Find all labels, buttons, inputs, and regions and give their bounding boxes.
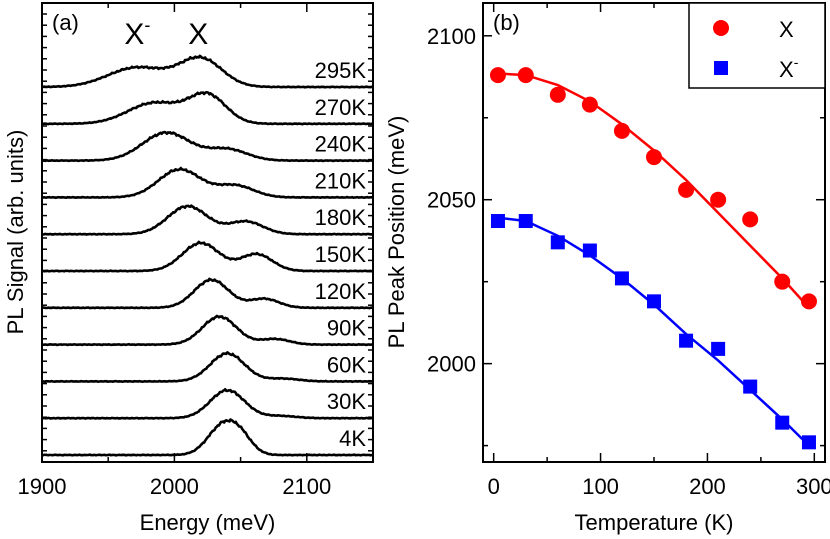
temperature-label: 4K: [339, 426, 366, 451]
legend-label: X-: [779, 54, 799, 82]
panel-b-xtick-label: 200: [689, 474, 726, 499]
panel-b-ytick-label: 2050: [427, 188, 476, 213]
panel-a-xlabel: Energy (meV): [140, 510, 276, 535]
spectrum-30K: [41, 388, 373, 420]
spectrum-270K: [41, 91, 373, 126]
peak-label-text: X: [124, 18, 144, 51]
peak-label: X-: [124, 15, 150, 51]
spectrum-120K: [41, 277, 373, 310]
spectrum-295K: [41, 54, 373, 89]
panel-b-xtick-label: 100: [582, 474, 619, 499]
data-point: [582, 243, 597, 258]
data-point: [489, 67, 506, 84]
temperature-label: 60K: [327, 352, 366, 377]
legend-label-superscript: -: [794, 54, 799, 70]
data-point: [711, 341, 726, 356]
temperature-label: 295K: [315, 58, 367, 83]
temperature-label: 30K: [327, 389, 366, 414]
peak-label-superscript: -: [144, 15, 150, 35]
peak-label: X: [188, 18, 208, 51]
temperature-label: 150K: [315, 242, 367, 267]
legend-marker: [714, 61, 728, 75]
temperature-label: 120K: [315, 279, 367, 304]
data-point: [549, 86, 566, 103]
spectrum-180K: [41, 204, 373, 236]
spectrum-60K: [41, 351, 373, 384]
panel-a-xtick-label: 1900: [18, 474, 67, 499]
temperature-label: 240K: [315, 132, 367, 157]
spectrum-4K: [41, 418, 373, 457]
spectrum-240K: [41, 130, 373, 163]
legend-marker: [713, 20, 729, 36]
data-point: [742, 211, 759, 228]
panel-a-frame: [41, 2, 374, 463]
data-point: [613, 122, 630, 139]
data-point: [581, 96, 598, 113]
data-point: [774, 273, 791, 290]
temperature-label: 270K: [315, 95, 367, 120]
panel-b-ytick-label: 2100: [427, 24, 476, 49]
panel-a-xtick-label: 2100: [282, 474, 331, 499]
data-point: [743, 379, 758, 394]
data-point: [800, 293, 817, 310]
legend-label-text: X: [779, 17, 794, 42]
temperature-label: 180K: [315, 205, 367, 230]
legend-label: X: [779, 17, 794, 42]
panel-a-spectra-lines: [41, 54, 373, 457]
panel-b-legend: XX-: [688, 2, 826, 89]
panel-a-tag: (a): [52, 10, 79, 35]
panel-b-xlabel: Temperature (K): [575, 510, 734, 535]
legend-label-text: X: [779, 57, 794, 82]
spectrum-90K: [41, 314, 373, 347]
data-point: [678, 181, 695, 198]
spectrum-210K: [41, 166, 373, 200]
data-point: [550, 235, 565, 250]
data-point: [517, 67, 534, 84]
panel-a-spectra: 1900 2000 2100 4K 30K 60K 90K 120K 150K 180K 210K…: [3, 2, 374, 535]
panel-b-fit-lines: [497, 72, 810, 447]
temperature-label: 210K: [315, 168, 367, 193]
spectrum-150K: [41, 240, 373, 273]
data-point: [775, 415, 790, 430]
panel-b-ticks: 0 100 200 300 2000 2050 2100: [427, 3, 830, 499]
data-point: [679, 333, 694, 348]
data-point: [614, 271, 629, 286]
panel-b-points: [489, 67, 817, 450]
panel-b-tag: (b): [493, 10, 520, 35]
legend-box: [688, 2, 826, 89]
panel-b-ylabel: PL Peak Position (meV): [384, 116, 409, 349]
temperature-label: 90K: [327, 316, 366, 341]
panel-b-xtick-label: 0: [488, 474, 500, 499]
panel-a-peak-labels: X- X: [124, 15, 208, 51]
panel-a-ticks: 1900 2000 2100: [18, 3, 374, 499]
data-point: [490, 214, 505, 229]
panel-b-ytick-label: 2000: [427, 352, 476, 377]
peak-label-text: X: [188, 18, 208, 51]
data-point: [710, 191, 727, 208]
data-point: [801, 435, 816, 450]
panel-a-temperature-labels: 4K 30K 60K 90K 120K 150K 180K 210K 240K 270K 295K: [315, 58, 367, 451]
data-point: [518, 214, 533, 229]
panel-a-xtick-label: 2000: [150, 474, 199, 499]
data-point: [647, 294, 661, 309]
panel-a-ylabel: PL Signal (arb. units): [3, 130, 28, 335]
data-point: [646, 149, 662, 166]
fit-line-1: [497, 216, 810, 447]
fit-line-0: [497, 72, 810, 309]
panel-b-xtick-label: 300: [796, 474, 830, 499]
